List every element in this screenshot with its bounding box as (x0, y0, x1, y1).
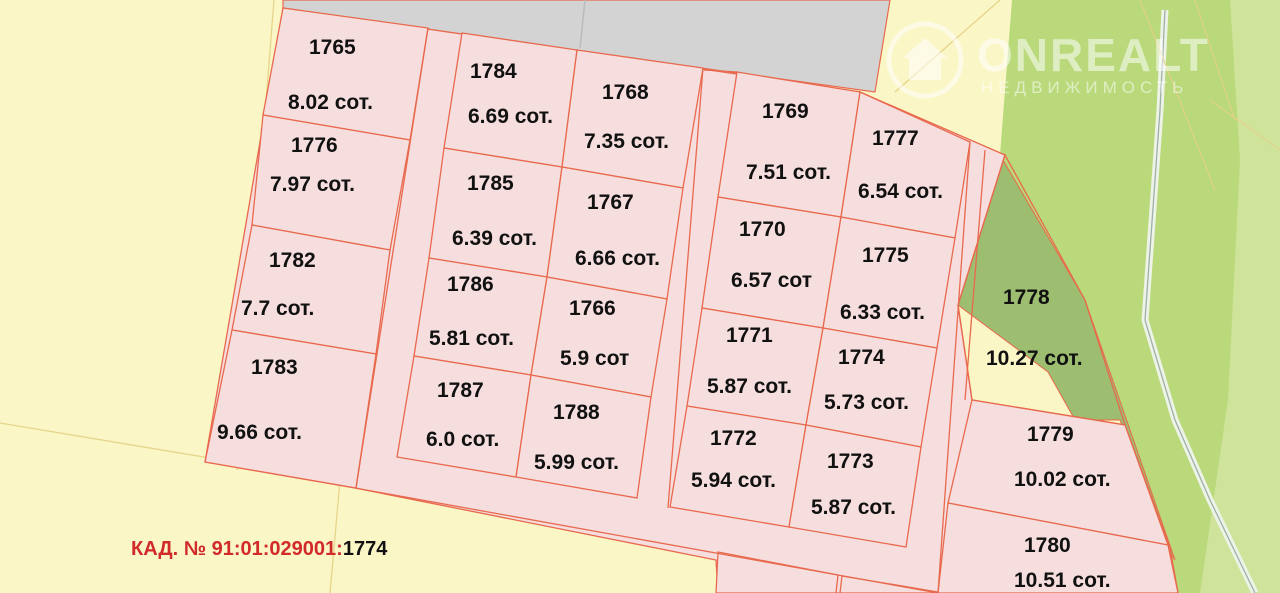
parcel-1788-id: 1788 (553, 401, 600, 424)
parcel-1784 (443, 32, 578, 168)
parcel-1768-area: 7.35 сот. (584, 130, 669, 153)
green-zone (1000, 0, 1280, 593)
parcel-1773-id: 1773 (827, 450, 874, 473)
parcel-1775-area: 6.33 сот. (840, 301, 925, 324)
parcel-1768 (561, 49, 704, 189)
parcel-1765-area: 8.02 сот. (288, 91, 373, 114)
parcel-1784-area: 6.69 сот. (468, 105, 553, 128)
parcel-1786-id: 1786 (447, 273, 494, 296)
parcel-1773-area: 5.87 сот. (811, 496, 896, 519)
parcel-1784-id: 1784 (470, 60, 517, 83)
parcel-1787 (396, 355, 532, 478)
parcel-1783-id: 1783 (251, 356, 298, 379)
parcel-1771-area: 5.87 сот. (707, 375, 792, 398)
parcel-1772 (669, 405, 807, 528)
parcel-1772-id: 1772 (710, 427, 757, 450)
parcel-1788 (515, 374, 652, 499)
parcel-1770-area: 6.57 сот (731, 269, 812, 292)
parcel-1780 (937, 502, 1179, 593)
parcel-1770 (701, 196, 842, 329)
parcel-1777-area: 6.54 сот. (858, 180, 943, 203)
gray-area-divider (579, 0, 586, 49)
parcel-1766-id: 1766 (569, 297, 616, 320)
parcel-1769 (717, 71, 861, 218)
parcel-1783 (204, 329, 377, 489)
parcel-1771-id: 1771 (726, 324, 773, 347)
watermark-subtitle: НЕДВИЖИМОСТЬ (981, 78, 1189, 97)
parcel-1779-area: 10.02 сот. (1014, 468, 1111, 491)
parcel-1786-area: 5.81 сот. (429, 327, 514, 350)
parcel-1776-area: 7.97 сот. (270, 173, 355, 196)
parcel-1767-id: 1767 (587, 191, 634, 214)
parcel-1777-id: 1777 (872, 127, 919, 150)
house-logo-icon (886, 21, 964, 99)
road-strips (354, 27, 986, 593)
watermark: ONREALT НЕДВИЖИМОСТЬ (885, 16, 1250, 106)
watermark-brand: ONREALT (977, 29, 1210, 81)
parcel-1775-id: 1775 (862, 244, 909, 267)
parcel-1766-area: 5.9 сот (560, 347, 630, 370)
parcel-1779-id: 1779 (1027, 423, 1074, 446)
parcel-1774-id: 1774 (838, 346, 885, 369)
parcel-1769-area: 7.51 сот. (746, 161, 831, 184)
parcel-1785-id: 1785 (467, 172, 514, 195)
parcel-1768-id: 1768 (602, 81, 649, 104)
road-line-edge (1144, 9, 1256, 593)
cadastral-plot-number: 1774 (342, 538, 388, 560)
parcel-1780-area: 10.51 сот. (1014, 569, 1111, 592)
parcel-1778-area: 10.27 сот. (986, 347, 1083, 370)
parcel-1767-area: 6.66 сот. (575, 247, 660, 270)
parcel-1785-area: 6.39 сот. (452, 227, 537, 250)
parcel-1787-id: 1787 (437, 379, 484, 402)
cadastral-number: КАД. № 91:01:029001:1774 (131, 538, 387, 561)
parcel-1788-area: 5.99 сот. (534, 451, 619, 474)
parcel-1787-area: 6.0 сот. (426, 428, 500, 451)
faint-lines (1139, 0, 1280, 191)
parcel-1776-id: 1776 (291, 134, 338, 157)
parcel-1774-area: 5.73 сот. (824, 391, 909, 414)
parcel-1778-id: 1778 (1003, 286, 1050, 309)
parcel-1769-id: 1769 (762, 100, 809, 123)
parcel-1770-id: 1770 (739, 218, 786, 241)
parcel-1782-area: 7.7 сот. (241, 297, 315, 320)
cadastral-prefix: КАД. № 91:01:029001: (131, 538, 343, 560)
parcel-1773 (788, 424, 922, 548)
parcel-1772-area: 5.94 сот. (691, 469, 776, 492)
parcel-1785 (428, 147, 563, 278)
parcel-1767 (546, 166, 684, 300)
parcels (204, 7, 1179, 593)
parcel-1782-id: 1782 (269, 249, 316, 272)
parcel-1775 (822, 216, 956, 349)
light-green-strip (1200, 0, 1280, 593)
parcel-1783-area: 9.66 сот. (217, 421, 302, 444)
parcel-1780-id: 1780 (1024, 534, 1071, 557)
dark-green-zone (957, 153, 1176, 561)
parcel-1765-id: 1765 (309, 36, 356, 59)
